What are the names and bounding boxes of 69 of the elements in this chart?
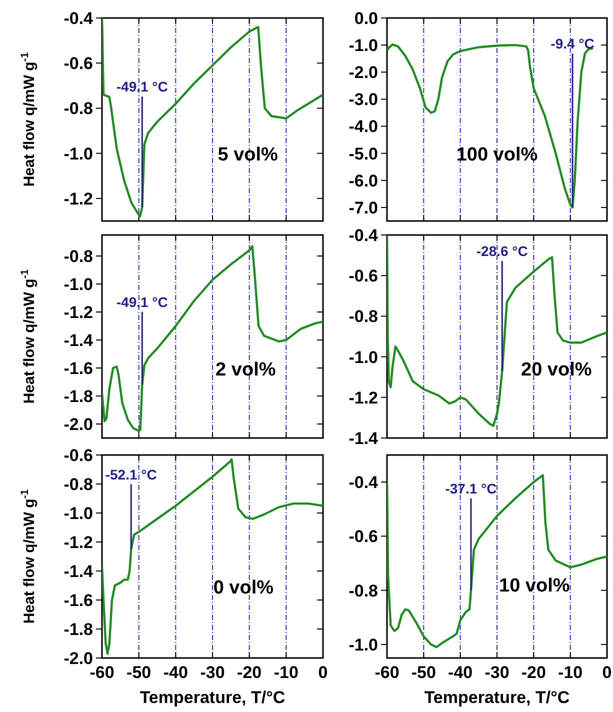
text: 100 vol% [456,144,538,166]
y-tick-label: -1.6 [64,358,93,378]
line-series [102,458,323,655]
y-tick-label: -1.0 [348,36,378,56]
annotation: -9.4 °C [550,35,594,52]
y-tick-label: -1.0 [348,348,378,367]
y-tick-label: -0.4 [348,473,379,492]
annotation: -28.6 °C [476,243,528,260]
line-series [102,18,323,218]
y-tick-label: -0.4 [348,226,379,245]
y-tick-label: -7.0 [348,198,378,218]
x-tick-label: -20 [237,663,262,682]
y-tick-label: -0.4 [64,8,94,28]
y-tick-label: -1.8 [64,620,93,639]
x-tick-label: 0 [318,663,328,682]
y-tick-label: -2.0 [64,414,93,434]
x-axis-title: Temperature, T/°C [140,688,286,707]
text: 20 vol% [521,360,592,381]
y-tick-label: -1.0 [348,635,378,654]
y-tick-label: -0.6 [348,527,378,546]
x-tick-label: -50 [411,663,436,682]
x-axis-title: Temperature, T/°C [424,688,570,707]
y-tick-label: -0.8 [64,246,93,266]
x-tick-label: -10 [558,663,583,682]
y-tick-label: -3.0 [348,90,378,110]
line-series [102,245,323,432]
line-series [387,235,607,427]
x-tick-label: -50 [126,663,152,682]
annotation: -49.1 °C [116,294,168,310]
y-tick-label: -0.6 [64,446,93,465]
x-tick-label: -60 [374,663,400,682]
x-tick-label: -10 [274,663,298,682]
text: 0 vol% [213,578,274,599]
y-tick-label: -1.2 [64,189,93,208]
y-tick-label: 0.0 [354,8,378,28]
line-series [387,474,607,648]
y-tick-label: -0.8 [348,581,378,600]
x-tick-label: -40 [163,663,188,682]
annotation: -49.1 °C [116,78,168,94]
y-tick-label: -1.0 [64,504,93,523]
y-tick-label: -5.0 [348,144,378,164]
y-tick-label: -0.8 [64,474,93,494]
text: 5 vol% [218,144,278,166]
y-tick-label: -0.6 [348,266,378,286]
y-tick-label: -1.2 [64,532,93,552]
x-tick-label: -30 [484,663,510,682]
x-tick-label: -40 [448,663,473,682]
annotation: -37.1 °C [445,480,497,496]
y-tick-label: -1.0 [64,144,93,164]
text: 10 vol% [499,576,570,597]
y-tick-label: -1.2 [64,302,93,322]
y-tick-label: -1.6 [64,590,93,610]
y-tick-label: -4.0 [348,117,378,136]
annotation: -52.1 °C [105,466,157,482]
y-tick-label: -1.4 [348,428,379,448]
y-tick-label: -1.4 [64,330,94,350]
y-tick-label: -0.8 [348,307,378,326]
x-tick-label: -30 [200,663,225,682]
y-tick-label: -2.0 [348,63,378,82]
y-tick-label: -1.0 [64,274,93,294]
y-tick-label: -6.0 [348,171,378,190]
x-tick-label: 0 [602,663,612,682]
y-tick-label: -1.8 [64,386,93,406]
y-tick-label: -0.8 [64,99,93,118]
y-tick-label: -0.6 [64,54,93,74]
x-tick-label: -20 [521,663,546,682]
y-tick-label: -1.2 [348,388,378,408]
y-tick-label: -1.4 [64,562,94,581]
text: 2 vol% [216,360,276,381]
